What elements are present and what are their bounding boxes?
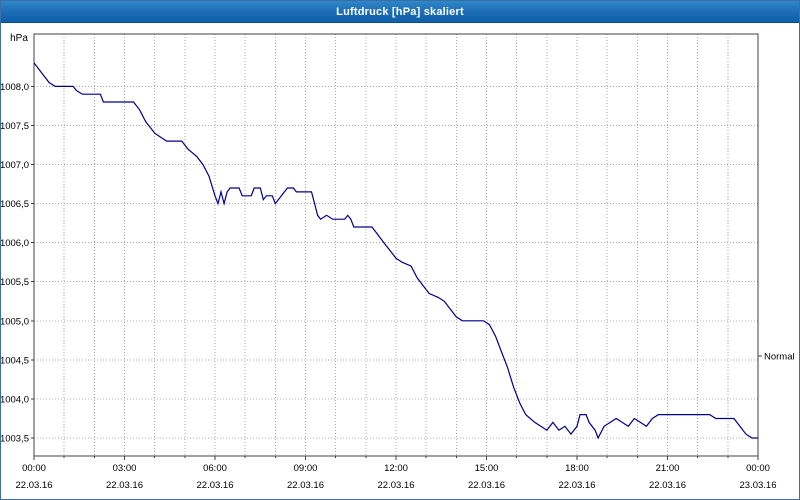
x-tick-date-label: 22.03.16 <box>378 480 415 491</box>
x-tick-date-label: 22.03.16 <box>197 480 234 491</box>
x-tick-time-label: 03:00 <box>113 463 137 474</box>
x-tick-date-label: 23.03.16 <box>740 480 777 491</box>
y-tick-label: 1007,0 <box>1 160 29 171</box>
y-tick-label: 1007,5 <box>1 121 29 132</box>
pressure-line-chart: hPa 1008,0 1007,5 1007,0 1006,5 1006,0 1005,5 1… <box>1 33 795 491</box>
y-tick-label: 1003,5 <box>1 434 29 445</box>
chart-area: hPa 1008,0 1007,5 1007,0 1006,5 1006,0 1005,5 1… <box>1 23 799 499</box>
y-tick-label: 1004,0 <box>1 394 29 405</box>
x-tick-time-label: 09:00 <box>294 463 318 474</box>
y-axis-unit-label: hPa <box>10 33 28 44</box>
window-title: Luftdruck [hPa] skaliert <box>336 5 464 18</box>
y-tick-label: 1005,5 <box>1 277 29 288</box>
x-tick-time-label: 15:00 <box>475 463 499 474</box>
pressure-series-line <box>33 62 758 440</box>
window-titlebar: Luftdruck [hPa] skaliert <box>1 1 799 23</box>
x-tick-date-label: 22.03.16 <box>287 480 324 491</box>
x-tick-date-label: 22.03.16 <box>468 480 505 491</box>
y-tick-label: 1008,0 <box>1 82 29 93</box>
x-tick-date-label: 22.03.16 <box>559 480 596 491</box>
x-tick-time-label: 21:00 <box>656 463 680 474</box>
x-tick-date-label: 22.03.16 <box>16 480 53 491</box>
y-tick-label: 1005,0 <box>1 316 29 327</box>
x-tick-time-label: 06:00 <box>203 463 227 474</box>
x-tick-date-label: 22.03.16 <box>649 480 686 491</box>
normal-annotation-label: Normal <box>764 351 795 362</box>
x-tick-time-label: 12:00 <box>384 463 408 474</box>
y-tick-label: 1006,0 <box>1 238 29 249</box>
x-tick-time-label: 00:00 <box>746 463 770 474</box>
x-tick-date-label: 22.03.16 <box>106 480 143 491</box>
x-tick-time-label: 00:00 <box>22 463 46 474</box>
y-tick-label: 1004,5 <box>1 355 29 366</box>
x-tick-time-label: 18:00 <box>565 463 589 474</box>
y-tick-label: 1006,5 <box>1 199 29 210</box>
